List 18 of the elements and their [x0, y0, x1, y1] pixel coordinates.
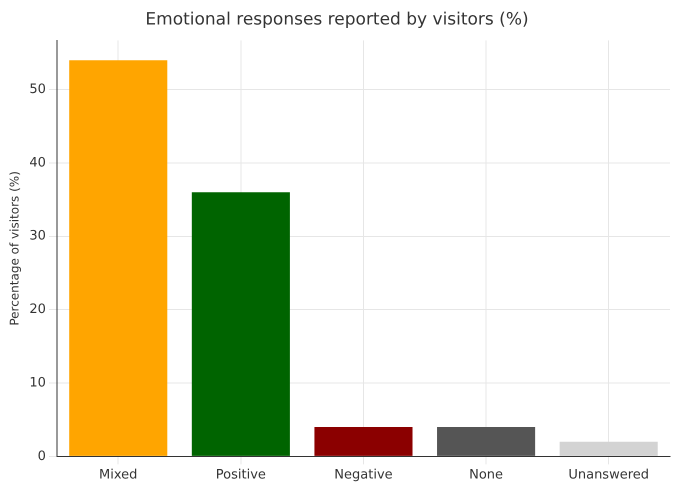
y-tick-label: 30	[29, 228, 46, 244]
bar	[314, 427, 413, 456]
y-tick-label: 10	[29, 375, 46, 390]
bar	[69, 60, 168, 456]
x-tick-label: Unanswered	[568, 468, 650, 483]
x-tick-label: Negative	[334, 468, 393, 483]
x-tick-label: Mixed	[99, 468, 138, 483]
y-axis-title: Percentage of visitors (%)	[7, 171, 22, 326]
bar	[437, 427, 536, 456]
bar	[560, 442, 658, 456]
bar	[192, 192, 290, 456]
y-tick-label: 0	[38, 448, 46, 464]
x-tick-label: Positive	[216, 468, 266, 483]
y-tick-label: 20	[29, 302, 46, 318]
chart-title: Emotional responses reported by visitors (%)	[145, 10, 529, 30]
x-tick-label: None	[469, 468, 504, 483]
y-tick-label: 40	[29, 155, 46, 170]
y-tick-label: 50	[29, 82, 46, 97]
